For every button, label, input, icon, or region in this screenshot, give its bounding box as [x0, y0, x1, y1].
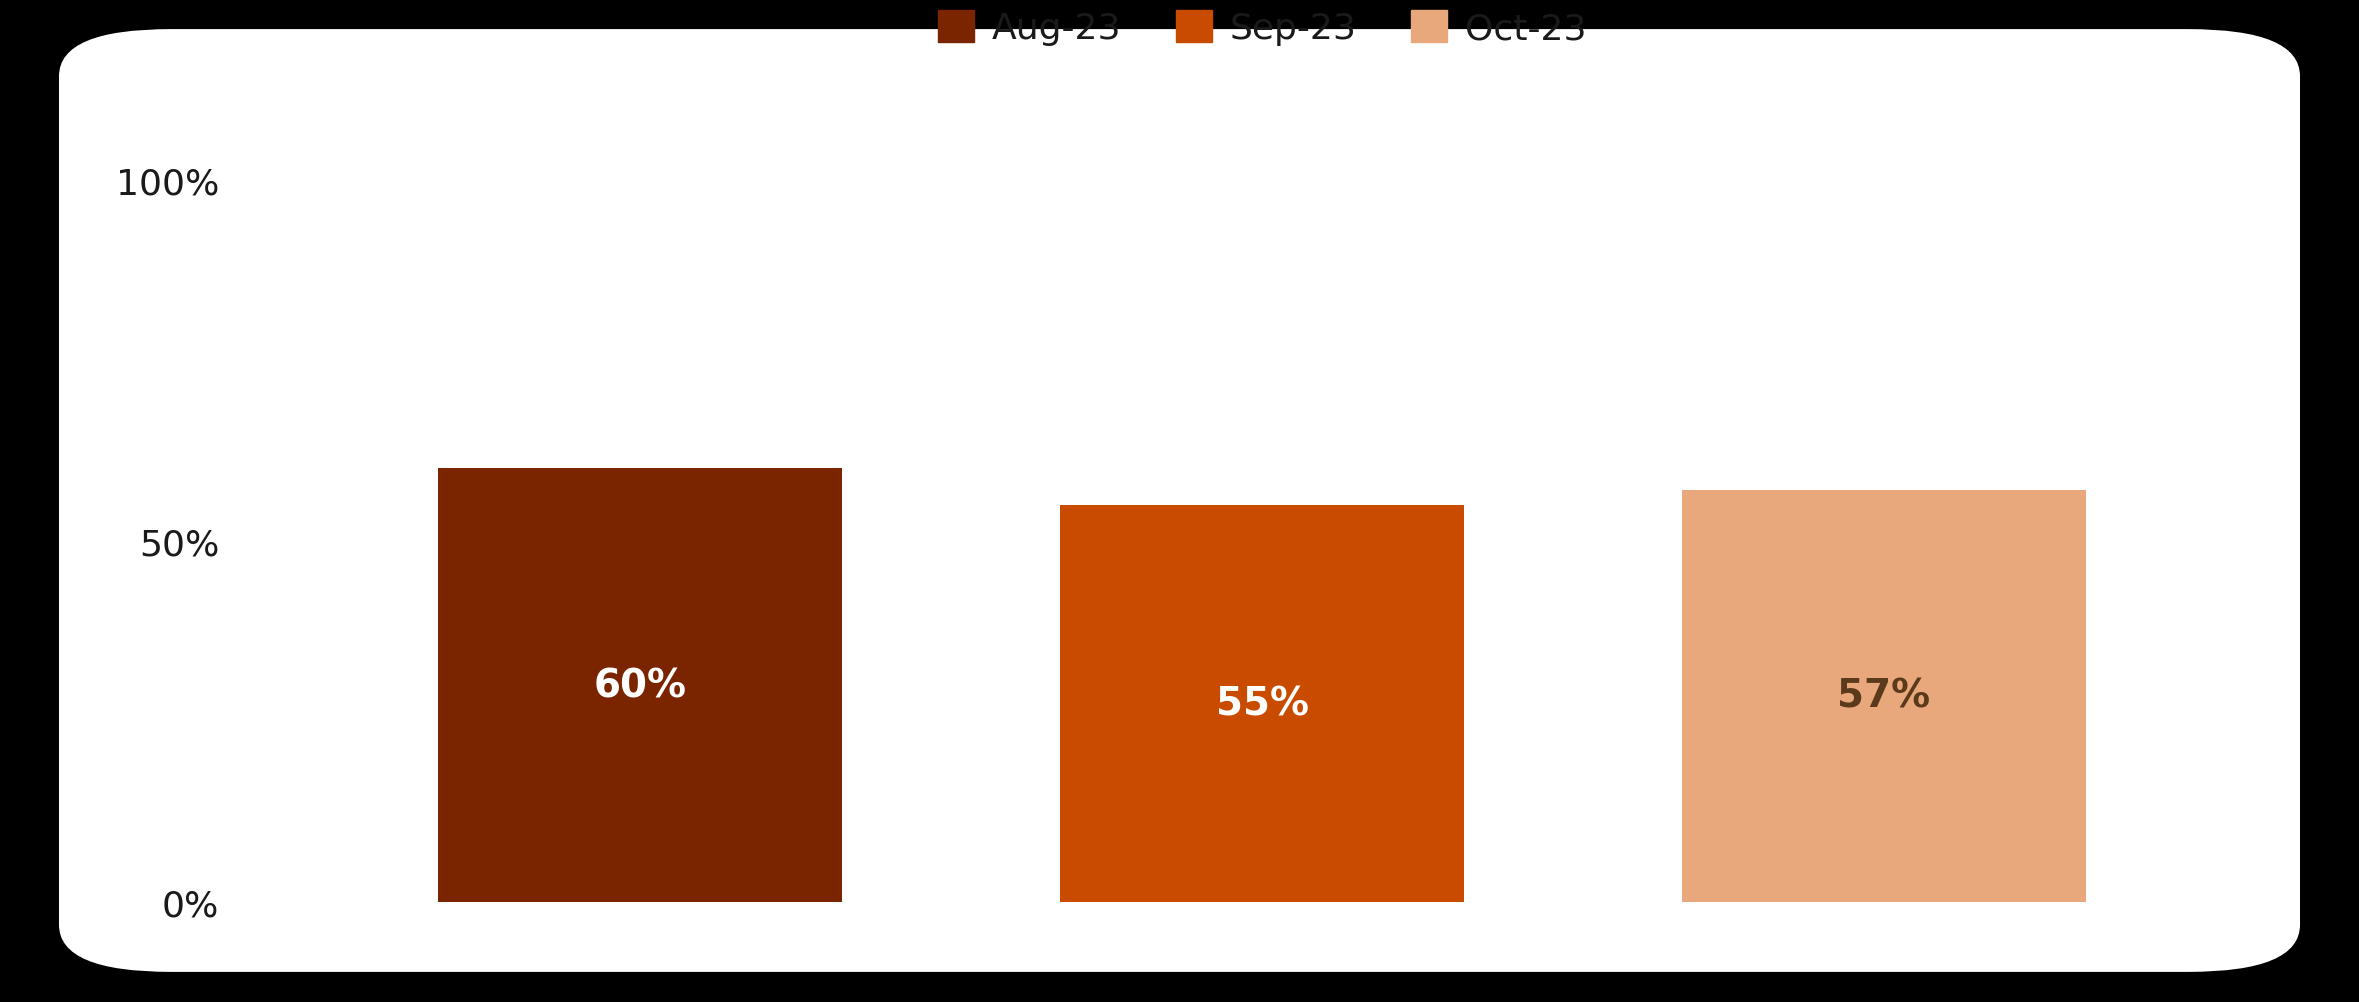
Bar	[439, 469, 842, 902]
FancyBboxPatch shape	[59, 30, 2300, 972]
Text: 60%: 60%	[594, 666, 686, 704]
Text: 55%: 55%	[1215, 684, 1309, 722]
Legend: Aug-23, Sep-23, Oct-23: Aug-23, Sep-23, Oct-23	[922, 0, 1602, 61]
Text: 57%: 57%	[1838, 677, 1930, 715]
Bar	[1682, 491, 2085, 902]
Bar	[1059, 505, 1465, 902]
